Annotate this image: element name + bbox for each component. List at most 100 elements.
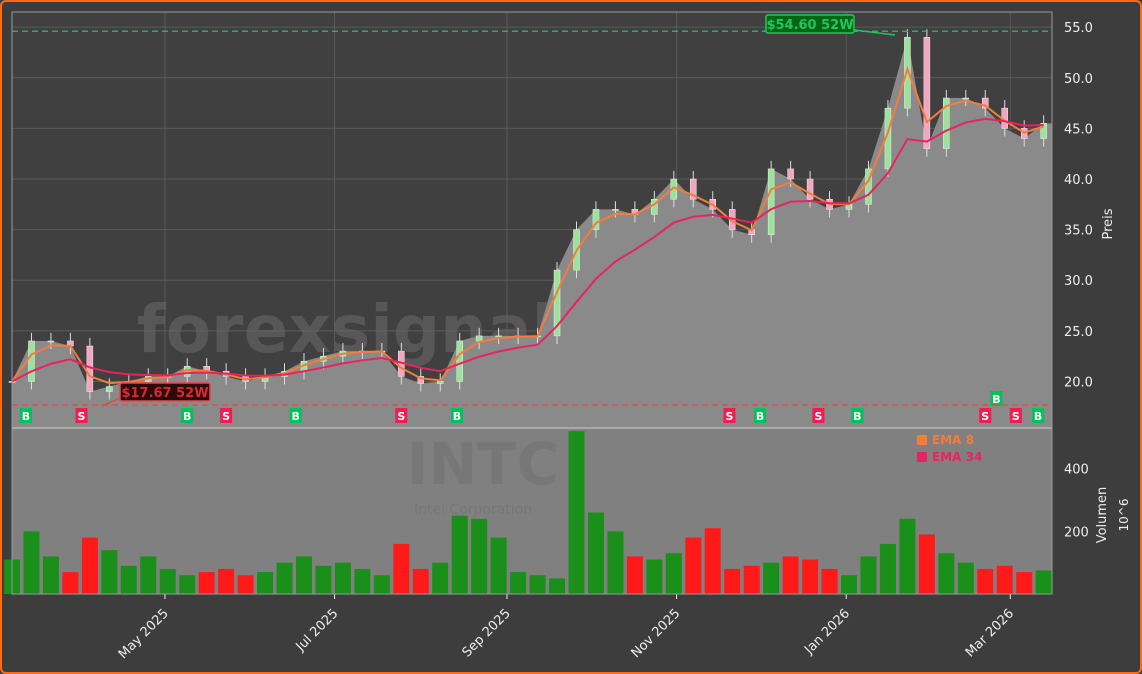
volume-bar xyxy=(101,550,118,594)
volume-bar xyxy=(23,531,40,594)
volume-bar xyxy=(295,556,312,594)
x-tick-label: Mar 2026 xyxy=(963,606,1017,660)
volume-bar xyxy=(354,568,371,594)
candle xyxy=(28,340,35,382)
watermark-ticker: INTC xyxy=(407,430,559,498)
price-tick-label: 25.0 xyxy=(1064,325,1093,340)
signal-marker-buy xyxy=(19,408,32,423)
signal-label: S xyxy=(814,410,822,423)
signal-label: S xyxy=(397,410,405,423)
volume-bar xyxy=(665,553,682,594)
candle xyxy=(806,178,814,200)
signal-marker-sell xyxy=(812,408,825,423)
volume-bar xyxy=(179,575,196,594)
volume-panel xyxy=(12,428,1052,594)
watermark-company: Intel Corporation xyxy=(414,502,532,518)
signal-marker-buy xyxy=(181,408,194,423)
volume-bar xyxy=(334,562,351,594)
volume-bar xyxy=(626,556,643,594)
volume-axis-label: Volumen xyxy=(1095,487,1110,544)
signal-marker-buy xyxy=(990,391,1003,406)
volume-bar xyxy=(782,556,799,594)
signal-label: B xyxy=(291,410,299,423)
volume-bar xyxy=(432,562,449,594)
signal-marker-buy xyxy=(1032,408,1045,423)
signal-label: B xyxy=(992,393,1000,406)
volume-bar xyxy=(218,568,235,594)
candle xyxy=(1040,123,1047,139)
volume-bar xyxy=(373,575,390,594)
candle xyxy=(923,37,931,149)
volume-bar xyxy=(198,572,215,594)
candle xyxy=(904,37,911,109)
signal-label: B xyxy=(756,410,764,423)
signal-label: S xyxy=(1012,410,1020,423)
signal-marker-sell xyxy=(1009,408,1022,423)
volume-bar xyxy=(237,575,254,594)
legend-swatch-ema34 xyxy=(917,452,927,462)
candle xyxy=(787,168,794,180)
volume-bar xyxy=(1016,572,1033,594)
volume-bar xyxy=(724,568,741,594)
x-tick-label: Jan 2026 xyxy=(801,606,853,658)
volume-bar xyxy=(743,565,760,594)
volume-bar xyxy=(81,537,98,594)
signal-label: B xyxy=(853,410,861,423)
candle xyxy=(865,168,872,205)
legend-swatch-ema8 xyxy=(917,435,927,445)
52w-high-badge xyxy=(765,14,855,34)
volume-bar xyxy=(938,553,955,594)
52w-low-label: $17.67 52W xyxy=(121,386,208,401)
signal-marker-sell xyxy=(723,408,736,423)
x-tick-label: Jul 2025 xyxy=(293,606,342,655)
candle xyxy=(47,340,55,343)
volume-bar xyxy=(1035,570,1052,594)
volume-tick-label: 200 xyxy=(1064,525,1089,540)
volume-bar xyxy=(42,556,59,594)
ema-34-line xyxy=(11,117,1044,383)
volume-bar xyxy=(510,572,527,594)
volume-bar xyxy=(646,559,663,594)
volume-bar xyxy=(62,572,79,594)
legend-ema8: EMA 8 xyxy=(932,433,974,447)
signal-marker-buy xyxy=(289,408,302,423)
signal-marker-sell xyxy=(75,408,88,423)
signal-marker-buy xyxy=(754,408,767,423)
volume-bar xyxy=(568,431,585,594)
52w-low-badge xyxy=(119,382,211,402)
volume-unit-label: 10^6 xyxy=(1117,499,1131,532)
price-area xyxy=(12,37,1052,428)
volume-bar xyxy=(763,562,780,594)
volume-bar xyxy=(899,518,916,594)
volume-bar xyxy=(587,512,604,594)
candle xyxy=(495,335,502,338)
legend-ema34: EMA 34 xyxy=(932,450,982,464)
candle xyxy=(592,209,600,230)
ema-8-line xyxy=(11,65,1044,385)
volume-bar xyxy=(918,534,935,594)
signal-label: S xyxy=(78,410,86,423)
price-tick-label: 30.0 xyxy=(1064,274,1093,289)
x-tick-label: May 2025 xyxy=(116,606,172,662)
candle xyxy=(982,97,989,109)
price-tick-label: 45.0 xyxy=(1064,122,1093,137)
price-tick-label: 55.0 xyxy=(1064,21,1093,36)
volume-bar xyxy=(802,559,819,594)
volume-bar xyxy=(529,575,546,594)
volume-bar xyxy=(451,515,468,594)
candle xyxy=(612,209,619,211)
volume-bar xyxy=(549,578,566,594)
volume-bar xyxy=(276,562,293,594)
signal-label: B xyxy=(22,410,30,423)
signal-marker-buy xyxy=(450,408,463,423)
signal-label: S xyxy=(725,410,733,423)
volume-bar xyxy=(490,537,507,594)
volume-bar xyxy=(159,568,176,594)
candle xyxy=(106,386,113,392)
52w-low-arrow xyxy=(101,397,121,407)
volume-bar xyxy=(120,565,137,594)
legend: EMA 8 EMA 34 xyxy=(917,433,982,464)
price-tick-label: 50.0 xyxy=(1064,72,1093,87)
